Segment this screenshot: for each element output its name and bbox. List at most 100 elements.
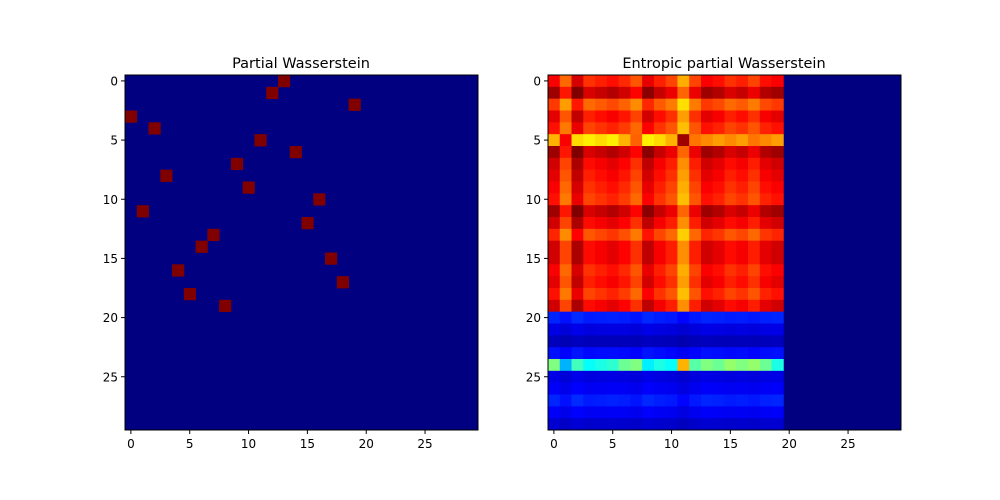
- y-axis-ticks: 0 5 10 15 20 25: [526, 74, 548, 384]
- heatmap-cell: [595, 418, 608, 431]
- heatmap-cell: [571, 299, 584, 313]
- heatmap-cell: [736, 98, 749, 111]
- heatmap-cell: [642, 394, 655, 407]
- heatmap-cell: [618, 252, 631, 265]
- y-tick-label: 0: [533, 74, 541, 88]
- heatmap-cell: [630, 382, 643, 395]
- heatmap-cell: [700, 359, 714, 372]
- heatmap-cell: [759, 146, 772, 159]
- heatmap-cell: [618, 264, 631, 277]
- heatmap-cell: [689, 347, 702, 360]
- heatmap-cell: [595, 370, 608, 384]
- heatmap-cell: [736, 75, 749, 88]
- heatmap-cell: [618, 394, 631, 407]
- heatmap-cell: [548, 406, 561, 419]
- heatmap-cell: [724, 86, 737, 100]
- heatmap-cell: [759, 394, 772, 407]
- heatmap-cell: [583, 370, 596, 384]
- heatmap-cell: [689, 370, 702, 384]
- heatmap-cell: [606, 394, 619, 407]
- heatmap-cell: [606, 299, 619, 313]
- x-tick-label: 5: [186, 437, 194, 451]
- heatmap-cell: [712, 418, 725, 431]
- heatmap-cell: [630, 418, 643, 431]
- heatmap-cell: [630, 110, 643, 123]
- heatmap-cell: [700, 205, 714, 218]
- heatmap-cell: [677, 169, 690, 182]
- heatmap-cell: [748, 288, 761, 301]
- heatmap-cell: [548, 134, 561, 147]
- heatmap-cell: [724, 110, 737, 123]
- heatmap-cell: [583, 264, 596, 277]
- heatmap-cell: [559, 335, 572, 348]
- heatmap-cell: [583, 205, 596, 218]
- heatmap-cell: [653, 370, 667, 384]
- heatmap-cell: [677, 382, 690, 395]
- heatmap-cell: [571, 122, 584, 135]
- heatmap-cell: [724, 276, 737, 289]
- heatmap-cell: [665, 288, 678, 301]
- heatmap-cell: [724, 228, 737, 242]
- heatmap-cell: [724, 181, 737, 194]
- heatmap-cell: [653, 240, 667, 253]
- heatmap-cell: [677, 299, 690, 313]
- heatmap-cells: [125, 75, 478, 430]
- heatmap-cell: [712, 394, 725, 407]
- heatmap-cell: [759, 288, 772, 301]
- heatmap-cell: [618, 75, 631, 88]
- heatmap-cell: [700, 240, 714, 253]
- heatmap-cell: [571, 157, 584, 171]
- heatmap-cell: [548, 335, 561, 348]
- heatmap-cell: [665, 146, 678, 159]
- x-axis-ticks: 0 5 10 15 20 25: [127, 430, 433, 451]
- heatmap-cell: [559, 394, 572, 407]
- heatmap-cell: [548, 75, 561, 88]
- heatmap-cell: [571, 75, 584, 88]
- heatmap-cell: [712, 181, 725, 194]
- heatmap-cell: [195, 240, 208, 253]
- heatmap-cell: [712, 217, 725, 230]
- heatmap-cell: [583, 181, 596, 194]
- heatmap-cell: [595, 335, 608, 348]
- x-tick-label: 15: [723, 437, 738, 451]
- heatmap-cell: [724, 299, 737, 313]
- heatmap-cell: [724, 288, 737, 301]
- heatmap-cell: [677, 394, 690, 407]
- heatmap-cell: [689, 394, 702, 407]
- heatmap-cell: [748, 134, 761, 147]
- heatmap-cell: [759, 299, 772, 313]
- heatmap-cell: [583, 418, 596, 431]
- heatmap-cell: [595, 193, 608, 206]
- heatmap-cell: [665, 169, 678, 182]
- heatmap-cell: [548, 86, 561, 100]
- heatmap-cell: [736, 394, 749, 407]
- heatmap-cell: [653, 347, 667, 360]
- heatmap-cell: [736, 264, 749, 277]
- heatmap-cell: [630, 181, 643, 194]
- heatmap-cell: [125, 110, 138, 123]
- heatmap-cell: [583, 335, 596, 348]
- heatmap-cell: [771, 134, 784, 147]
- heatmap-cell: [653, 276, 667, 289]
- heatmap-cell: [689, 276, 702, 289]
- heatmap-cell: [277, 75, 291, 88]
- heatmap-cell: [630, 394, 643, 407]
- heatmap-cell: [700, 394, 714, 407]
- heatmap-cell: [677, 228, 690, 242]
- heatmap-cell: [665, 134, 678, 147]
- heatmap-cell: [559, 110, 572, 123]
- heatmap-cell: [595, 382, 608, 395]
- heatmap-cell: [606, 311, 619, 324]
- heatmap-cell: [712, 146, 725, 159]
- heatmap-cell: [700, 181, 714, 194]
- heatmap-cell: [642, 359, 655, 372]
- heatmap-cell: [712, 110, 725, 123]
- heatmap-cell: [559, 252, 572, 265]
- heatmap-cell: [630, 75, 643, 88]
- heatmap-cell: [559, 264, 572, 277]
- chart-title: Entropic partial Wasserstein: [622, 56, 825, 72]
- heatmap-cell: [700, 276, 714, 289]
- heatmap-cell: [724, 418, 737, 431]
- heatmap-cell: [700, 75, 714, 88]
- heatmap-cell: [677, 240, 690, 253]
